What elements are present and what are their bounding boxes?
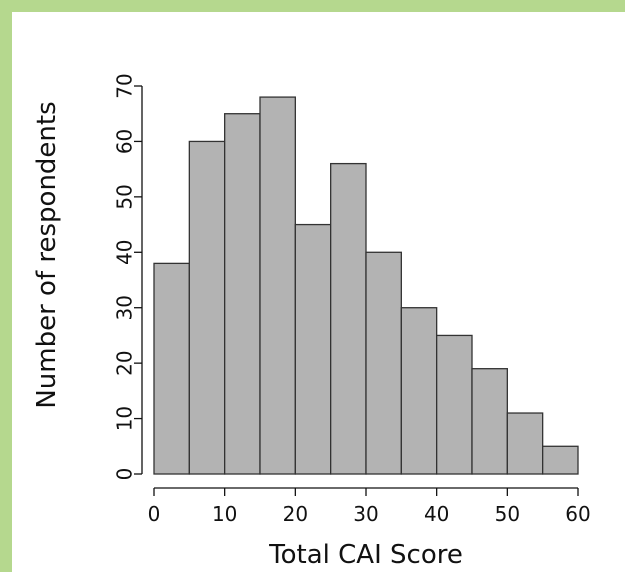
bar-40-45 xyxy=(436,334,473,475)
bar-20-25 xyxy=(294,223,332,475)
bar-5-10 xyxy=(188,140,226,475)
y-tick-label-50: 50 xyxy=(113,184,137,209)
y-tick-label-10: 10 xyxy=(113,406,137,431)
x-tick-label-0: 0 xyxy=(148,502,161,526)
bar-50-55 xyxy=(506,412,544,475)
y-axis-title: Number of respondents xyxy=(32,101,62,408)
bar-35-40 xyxy=(400,307,438,475)
x-tick-label-50: 50 xyxy=(495,502,520,526)
x-tick-label-60: 60 xyxy=(565,502,590,526)
bar-10-15 xyxy=(224,113,261,475)
x-axis: 0 10 20 30 40 50 60 xyxy=(148,487,591,526)
bar-30-35 xyxy=(365,251,402,475)
x-tick-label-40: 40 xyxy=(424,502,449,526)
y-tick-label-40: 40 xyxy=(113,240,137,265)
x-axis-title: Total CAI Score xyxy=(268,540,463,570)
y-tick-label-20: 20 xyxy=(113,350,137,375)
y-axis: 0 10 20 30 40 50 60 70 xyxy=(113,73,143,480)
bars-group xyxy=(153,96,579,475)
x-tick-label-30: 30 xyxy=(353,502,378,526)
bar-55-60 xyxy=(542,445,579,475)
y-tick-label-30: 30 xyxy=(113,295,137,320)
bar-0-5 xyxy=(153,262,190,475)
y-tick-label-60: 60 xyxy=(113,129,137,154)
y-tick-label-0: 0 xyxy=(113,468,137,481)
bar-15-20 xyxy=(259,96,296,475)
bar-25-30 xyxy=(330,162,367,475)
bar-45-50 xyxy=(471,368,508,475)
x-tick-label-10: 10 xyxy=(212,502,237,526)
x-tick-label-20: 20 xyxy=(283,502,308,526)
y-tick-label-70: 70 xyxy=(113,73,137,98)
